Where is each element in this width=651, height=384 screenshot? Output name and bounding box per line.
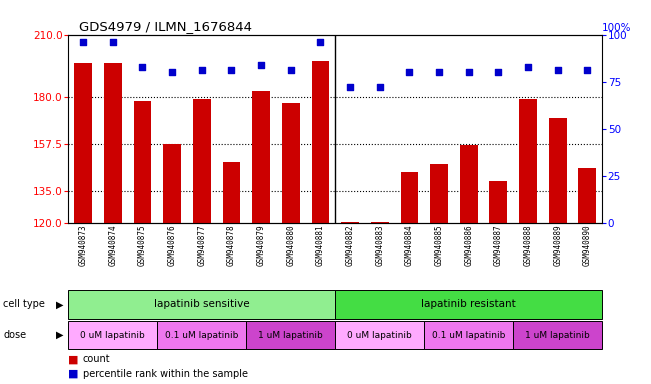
Bar (312, 61, 329, 223)
Bar (223, 162, 240, 223)
Bar (252, 91, 270, 223)
Text: 100%: 100% (602, 23, 631, 33)
Bar (400, 172, 419, 223)
Bar (460, 144, 478, 223)
Text: ■: ■ (68, 354, 79, 364)
Point (137, 63, 148, 70)
Bar (68, 321, 158, 349)
Text: GSM940881: GSM940881 (316, 225, 325, 266)
Text: lapatinib sensitive: lapatinib sensitive (154, 299, 249, 310)
Bar (246, 321, 335, 349)
Bar (519, 99, 537, 223)
Text: 0.1 uM lapatinib: 0.1 uM lapatinib (432, 331, 505, 339)
Text: GSM940887: GSM940887 (494, 225, 503, 266)
Text: 0.1 uM lapatinib: 0.1 uM lapatinib (165, 331, 238, 339)
Bar (158, 321, 246, 349)
Bar (490, 181, 507, 223)
Text: GSM940888: GSM940888 (523, 225, 533, 266)
Text: GSM940885: GSM940885 (435, 225, 443, 266)
Point (582, 67, 592, 73)
Bar (430, 164, 448, 223)
Bar (371, 222, 389, 223)
Point (464, 69, 474, 75)
Text: GSM940883: GSM940883 (375, 225, 384, 266)
Bar (513, 321, 602, 349)
Text: 1 uM lapatinib: 1 uM lapatinib (525, 331, 590, 339)
Text: GSM940876: GSM940876 (168, 225, 176, 266)
Point (404, 69, 415, 75)
Point (197, 67, 207, 73)
Text: GSM940873: GSM940873 (79, 225, 88, 266)
Text: 0 uM lapatinib: 0 uM lapatinib (348, 331, 412, 339)
Point (227, 67, 237, 73)
Text: GSM940884: GSM940884 (405, 225, 414, 266)
Bar (74, 63, 92, 223)
Text: GSM940878: GSM940878 (227, 225, 236, 266)
Text: GSM940880: GSM940880 (286, 225, 296, 266)
Point (256, 61, 266, 68)
Text: ■: ■ (68, 369, 79, 379)
Text: ▶: ▶ (55, 299, 63, 310)
Text: GSM940886: GSM940886 (464, 225, 473, 266)
Bar (193, 99, 211, 223)
Point (374, 84, 385, 90)
Point (345, 84, 355, 90)
Text: GSM940889: GSM940889 (553, 225, 562, 266)
Bar (282, 103, 299, 223)
Bar (335, 290, 602, 319)
Text: GSM940875: GSM940875 (138, 225, 147, 266)
Bar (579, 168, 596, 223)
Bar (163, 144, 181, 223)
Text: GDS4979 / ILMN_1676844: GDS4979 / ILMN_1676844 (79, 20, 252, 33)
Bar (341, 222, 359, 223)
Point (434, 69, 444, 75)
Text: GSM940879: GSM940879 (256, 225, 266, 266)
Text: GSM940890: GSM940890 (583, 225, 592, 266)
Bar (549, 118, 566, 223)
Bar (335, 321, 424, 349)
Bar (68, 290, 335, 319)
Text: dose: dose (3, 330, 27, 340)
Point (315, 39, 326, 45)
Text: GSM940877: GSM940877 (197, 225, 206, 266)
Text: 0 uM lapatinib: 0 uM lapatinib (81, 331, 145, 339)
Bar (104, 63, 122, 223)
Text: ▶: ▶ (55, 330, 63, 340)
Point (78, 39, 89, 45)
Text: GSM940874: GSM940874 (108, 225, 117, 266)
Point (523, 63, 533, 70)
Point (553, 67, 563, 73)
Text: GSM940882: GSM940882 (346, 225, 355, 266)
Bar (424, 321, 513, 349)
Text: lapatinib resistant: lapatinib resistant (421, 299, 516, 310)
Point (493, 69, 504, 75)
Text: percentile rank within the sample: percentile rank within the sample (83, 369, 247, 379)
Text: 1 uM lapatinib: 1 uM lapatinib (258, 331, 323, 339)
Text: cell type: cell type (3, 299, 45, 310)
Point (286, 67, 296, 73)
Bar (133, 101, 152, 223)
Text: count: count (83, 354, 110, 364)
Point (107, 39, 118, 45)
Point (167, 69, 177, 75)
